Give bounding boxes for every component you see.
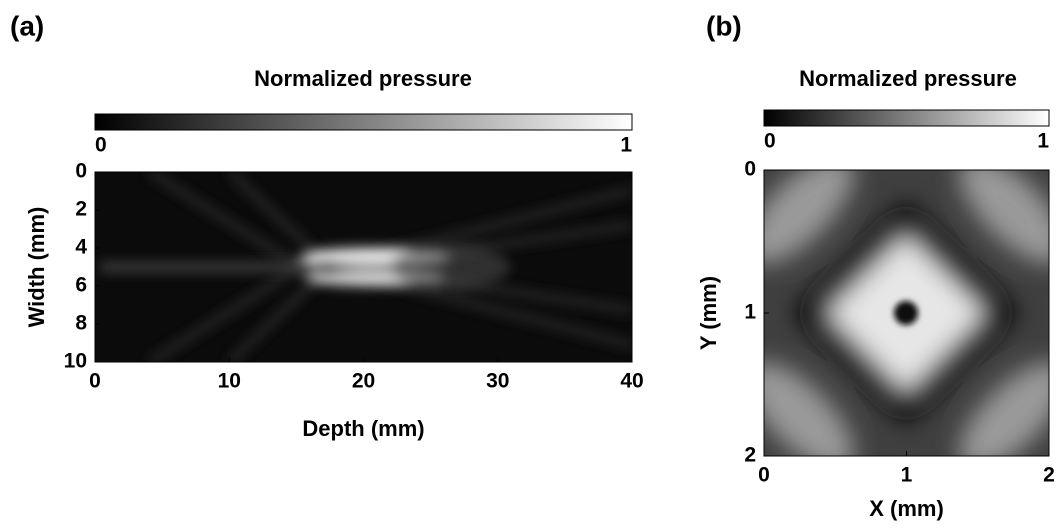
x-tick-label: 10 [218,370,241,393]
heatmap-image [95,172,632,362]
y-tick-label: 1 [744,301,756,324]
heatmap-image [764,170,1049,456]
x-tick-label: 1 [901,464,913,487]
x-tick-label: 0 [89,370,101,393]
y-tick-label: 10 [64,350,87,373]
y-tick-label: 0 [744,158,756,181]
y-tick-label: 0 [75,160,87,183]
y-tick-label: 2 [75,198,87,221]
x-axis-label: Depth (mm) [302,416,424,441]
colorbar [763,109,1050,127]
colorbar-tick-label: 0 [95,134,107,157]
colorbar-tick-label: 0 [764,130,776,153]
y-tick-label: 2 [744,444,756,467]
panel-label: (a) [10,10,44,41]
colorbar-tick-label: 1 [1037,130,1049,153]
y-tick-label: 4 [75,236,87,259]
y-axis-label: Y (mm) [696,276,721,350]
x-tick-label: 0 [758,464,770,487]
y-tick-label: 8 [75,312,87,335]
panel-label: (b) [706,10,742,41]
y-axis-label: Width (mm) [24,207,49,328]
x-tick-label: 2 [1043,464,1055,487]
colorbar-title: Normalized pressure [254,66,472,91]
x-axis-label: X (mm) [869,496,944,521]
y-tick-label: 6 [75,274,87,297]
colorbar-tick-label: 1 [620,134,632,157]
x-tick-label: 40 [620,370,643,393]
colorbar-title: Normalized pressure [799,66,1017,91]
x-tick-label: 20 [352,370,375,393]
colorbar [94,113,633,131]
x-tick-label: 30 [486,370,509,393]
